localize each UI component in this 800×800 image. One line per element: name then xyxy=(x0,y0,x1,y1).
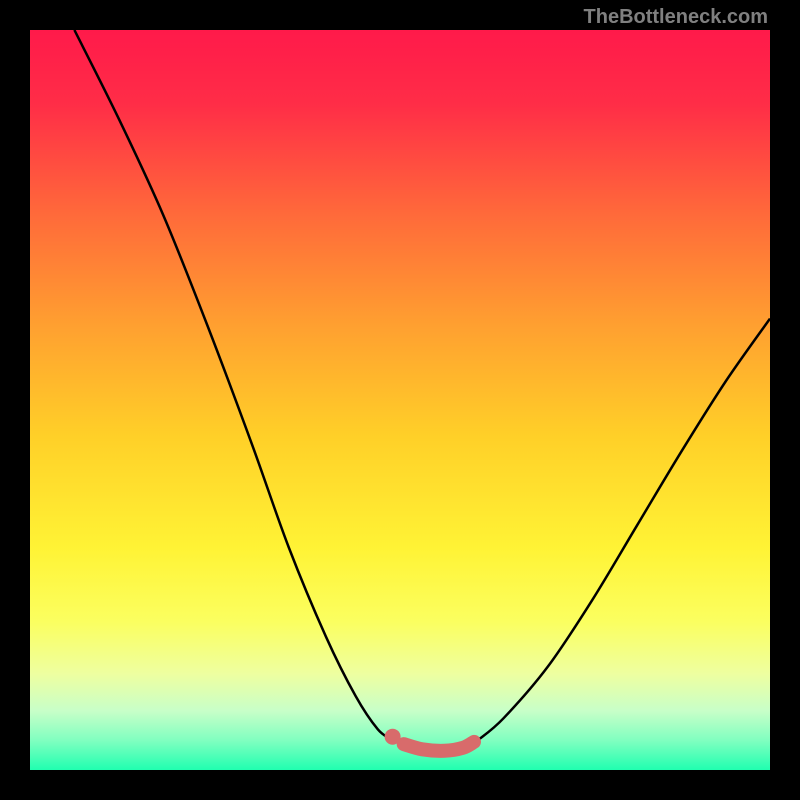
gradient-background xyxy=(30,30,770,770)
chart-svg xyxy=(30,30,770,770)
attribution-text: TheBottleneck.com xyxy=(584,6,768,29)
bottleneck-point-marker xyxy=(385,729,401,745)
chart-container: TheBottleneck.com xyxy=(0,0,800,800)
plot-area xyxy=(30,30,770,770)
